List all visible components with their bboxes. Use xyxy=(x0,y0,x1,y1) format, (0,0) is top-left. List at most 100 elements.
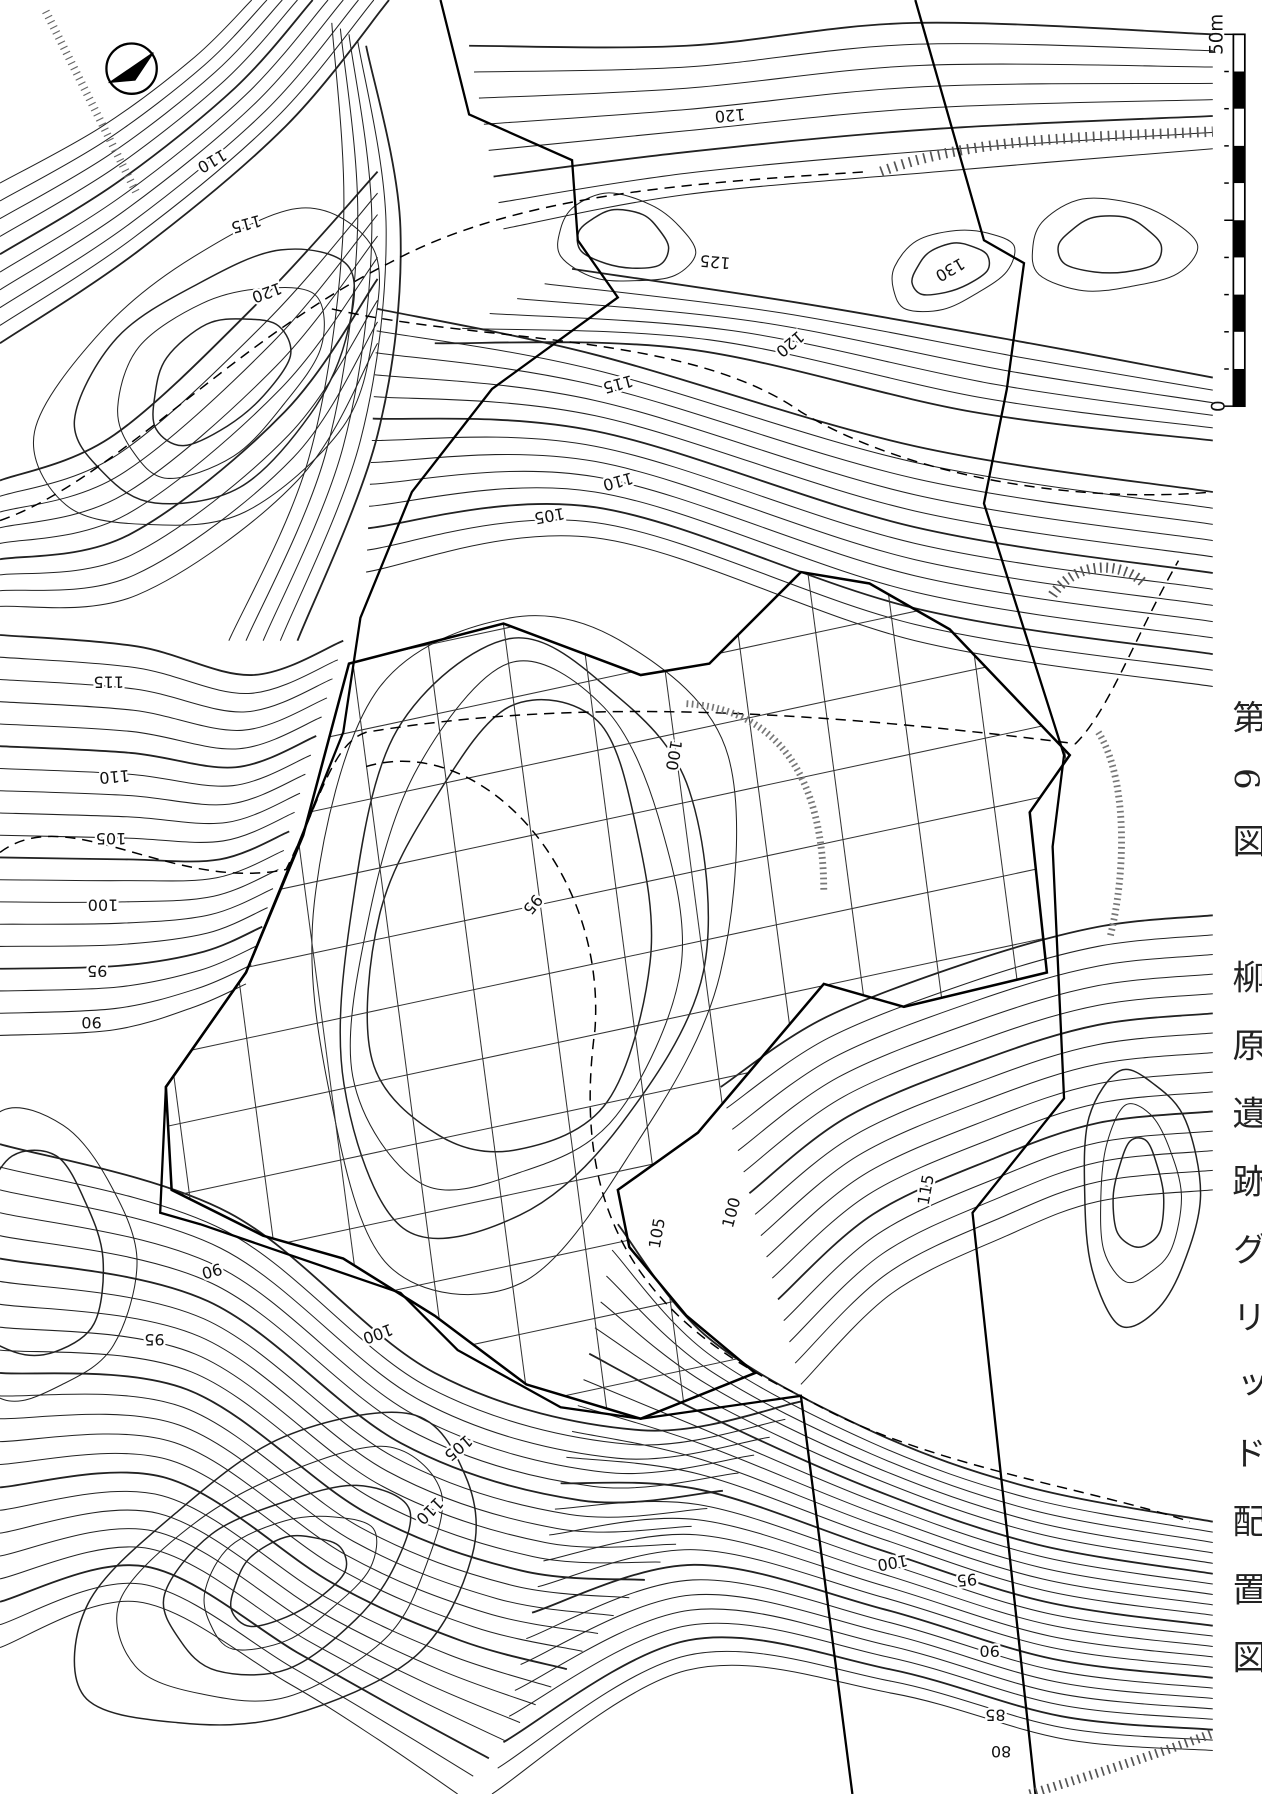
contour-label: 110 xyxy=(98,766,130,788)
contour-line xyxy=(588,1352,1213,1575)
contour-line xyxy=(262,34,373,641)
dashed-line xyxy=(0,560,1180,875)
contour-loop xyxy=(73,1411,477,1726)
contour-line xyxy=(0,945,257,992)
contour-line xyxy=(0,1564,490,1760)
survey-boundary xyxy=(914,0,1066,1794)
contour-loop xyxy=(1083,1068,1202,1329)
contour-line xyxy=(368,487,1213,639)
contour-line xyxy=(366,535,1213,687)
grid-line xyxy=(496,572,612,1419)
dashed-line xyxy=(365,760,1191,1523)
contour-line xyxy=(0,342,379,609)
contour-label: 120 xyxy=(249,279,284,307)
slope-hatching xyxy=(1095,730,1125,940)
contour-line xyxy=(478,63,1213,99)
scale-segment xyxy=(1233,220,1245,258)
contour-line xyxy=(544,283,1213,391)
contour-line xyxy=(498,131,1213,204)
contour-line xyxy=(743,993,1213,1173)
contour-label: 100 xyxy=(876,1551,909,1575)
survey-boundary xyxy=(159,0,854,1794)
contour-line xyxy=(0,0,253,184)
contour-label: 95 xyxy=(956,1570,978,1591)
grid-line xyxy=(165,572,1070,637)
contour-label: 120 xyxy=(714,105,746,127)
contour-line xyxy=(731,954,1213,1130)
contour-label: 115 xyxy=(914,1173,938,1206)
contour-line xyxy=(606,1275,1213,1544)
grid-line xyxy=(165,713,1070,921)
contour-line xyxy=(503,148,1213,230)
contour-line xyxy=(0,1600,458,1794)
contour-line xyxy=(760,1052,1213,1237)
contour-label: 115 xyxy=(229,211,263,237)
contour-line xyxy=(766,1071,1213,1258)
contour-line xyxy=(526,1579,1213,1689)
contour-line xyxy=(0,1303,692,1533)
contour-line xyxy=(488,99,1213,151)
contour-line xyxy=(0,1452,583,1652)
contour-label: 130 xyxy=(932,254,968,286)
contour-line xyxy=(0,773,306,806)
contour-line xyxy=(0,1546,505,1741)
contour-loop xyxy=(1031,197,1199,292)
grid-line xyxy=(1119,572,1233,1442)
contour-line xyxy=(611,1249,1213,1533)
contour-label: 95 xyxy=(144,1330,164,1349)
contour-loop xyxy=(557,192,697,282)
contour-line xyxy=(0,0,375,326)
contour-label: 85 xyxy=(985,1705,1005,1724)
contour-loop xyxy=(349,660,684,1191)
grid-line xyxy=(165,572,1070,779)
contour-line xyxy=(493,115,1213,178)
contour-label: 90 xyxy=(81,1013,101,1032)
contour-loop xyxy=(311,615,738,1296)
contour-line xyxy=(0,830,290,863)
contour-line xyxy=(594,1327,1213,1564)
contour-line xyxy=(566,1456,1213,1616)
contour-label: 115 xyxy=(93,672,124,691)
contour-loop xyxy=(229,1534,348,1628)
contour-line xyxy=(0,1413,614,1617)
contour-line xyxy=(0,1143,802,1432)
contour-line xyxy=(0,1189,770,1460)
scale-segment xyxy=(1233,294,1245,332)
contour-label: 120 xyxy=(772,327,808,361)
contour-line xyxy=(0,735,317,769)
contour-label: 95 xyxy=(519,891,547,919)
contour-line xyxy=(0,1235,739,1489)
contour-loop xyxy=(1112,1137,1165,1249)
grid-line xyxy=(165,1068,1070,1276)
contour-line xyxy=(543,1533,1213,1658)
contour-line xyxy=(0,888,274,925)
contour-line xyxy=(0,716,322,750)
dashed-line xyxy=(0,170,870,522)
contour-line xyxy=(0,257,378,544)
contour-line xyxy=(279,39,387,641)
contour-loop xyxy=(0,1149,105,1357)
contour-line xyxy=(0,1372,645,1581)
contour-line xyxy=(0,925,263,970)
contour-line xyxy=(0,278,379,561)
caption: 第6図 柳原遺跡グリッド配置図 xyxy=(1226,700,1262,1708)
contour-line xyxy=(577,1405,1213,1595)
contour-loop xyxy=(911,242,991,296)
contour-line xyxy=(0,792,301,825)
grid-line xyxy=(165,926,1070,1134)
scale-segment xyxy=(1233,368,1245,407)
contour-line xyxy=(434,341,1213,442)
scale-segment xyxy=(1233,71,1245,109)
grid-line xyxy=(165,855,1070,1063)
contour-line xyxy=(571,1430,1213,1606)
grid-area-outline xyxy=(164,570,1072,1421)
contour-line xyxy=(376,330,1213,509)
contour-line xyxy=(0,754,312,787)
contour-line xyxy=(789,1150,1213,1343)
scale-label: 50m xyxy=(1206,14,1227,55)
contour-line xyxy=(0,983,247,1036)
contour-line xyxy=(502,1636,1213,1743)
contour-line xyxy=(0,678,333,713)
contour-loop xyxy=(1100,1103,1182,1284)
contour-line xyxy=(0,1433,599,1634)
